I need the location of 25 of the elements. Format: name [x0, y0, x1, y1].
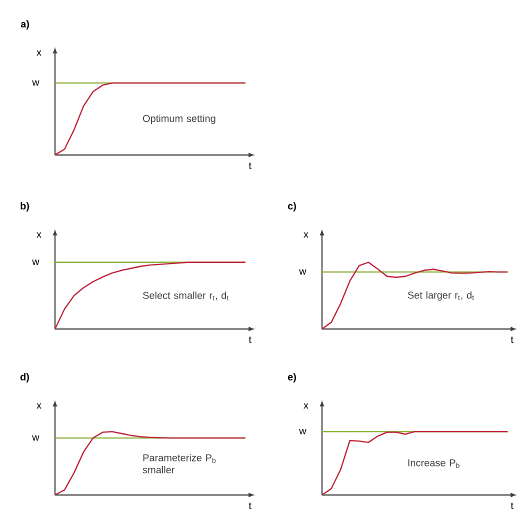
chart-title: a)	[20, 20, 29, 30]
x-axis-title: t	[510, 502, 514, 510]
ref-line-label: w	[299, 429, 306, 434]
chart-title: e)	[288, 373, 296, 382]
y-axis-title: x	[304, 232, 308, 238]
chart-title: c)	[288, 202, 296, 212]
ref-line-label: w	[32, 260, 40, 265]
y-axis-title: x	[36, 403, 42, 409]
x-axis-title: t	[510, 336, 514, 344]
y-axis-title: x	[36, 50, 42, 56]
text: Parameterize P$_{b}$ smaller	[142, 454, 216, 474]
ref-line-label: w	[299, 269, 306, 275]
annotation: Increase P$_{b}$	[408, 459, 460, 468]
ref-line-label: w	[32, 80, 40, 86]
y-axis-title: x	[304, 403, 308, 409]
x-axis-title: t	[248, 502, 252, 510]
chart-title: b)	[20, 202, 29, 212]
y-axis-title: x	[36, 232, 42, 238]
x-axis-title: t	[248, 162, 252, 170]
ref-line-label: w	[32, 435, 40, 441]
annotation: Optimum setting	[143, 114, 216, 124]
x-axis-title: t	[248, 336, 252, 344]
annotation: Select smaller r$_{t}$, d$_{t}$	[142, 292, 229, 300]
annotation: Set larger r$_{t}$, d$_{t}$	[408, 291, 474, 301]
chart-title: d)	[20, 373, 29, 382]
